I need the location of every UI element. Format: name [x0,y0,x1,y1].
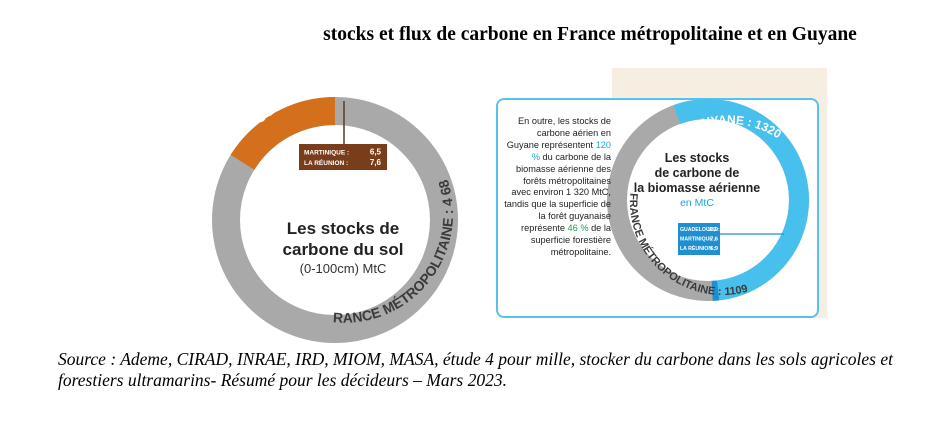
donut-slice-guyane-soil [230,97,336,171]
callout-row-reunion2-value: 5,9 [710,246,718,252]
panel-text: En outre, les stocks de carbone aérien e… [503,116,611,259]
callout-row-martinique2-value: 7,6 [710,237,718,243]
donut-slice-guyane-biomass [673,99,809,301]
center-unit-biomass: en MtC [680,197,714,209]
callout-row-reunion2-name: LA RÉUNION : [680,244,716,252]
center-title-soil-line1: Les stocks de [287,219,399,238]
callout-row-martinique-name: MARTINIQUE : [304,150,349,157]
center-unit-soil: (0-100cm) MtC [300,261,387,276]
page-title: stocks et flux de carbone en France métr… [323,24,857,45]
center-title-bio-line3: la biomasse aérienne [634,181,761,195]
callout-row-guadeloupe-name: GUADELOUPE : [680,227,720,233]
panel-text-part1: En outre, les stocks de carbone aérien e… [506,116,611,150]
callout-row-reunion-name: LA RÉUNION : [304,158,348,167]
callout-row-martinique-value: 6,5 [370,148,382,157]
panel-text-pct1: 120 % [531,139,611,162]
callout-row-reunion-value: 7,6 [370,158,382,167]
callout-row-guadeloupe-value: 11,9 [707,227,718,233]
panel-text-pct2: 46 % [567,223,589,234]
callout-box-soil [299,144,387,170]
center-title-bio-line2: de carbone de [655,166,740,180]
callout-box-biomass [678,223,720,255]
source-note: Source : Ademe, CIRAD, INRAE, IRD, MIOM,… [58,349,893,390]
panel-text-part2: du carbone de la biomasse aérienne des f… [504,151,611,234]
panel-frame [496,98,819,318]
center-title-bio-line1: Les stocks [665,151,730,165]
callout-row-martinique2-name: MARTINIQUE : [680,237,716,243]
panel-text-part3: de la superficie forestière métropolitai… [530,223,611,257]
center-title-soil-line2: carbone du sol [283,240,404,259]
